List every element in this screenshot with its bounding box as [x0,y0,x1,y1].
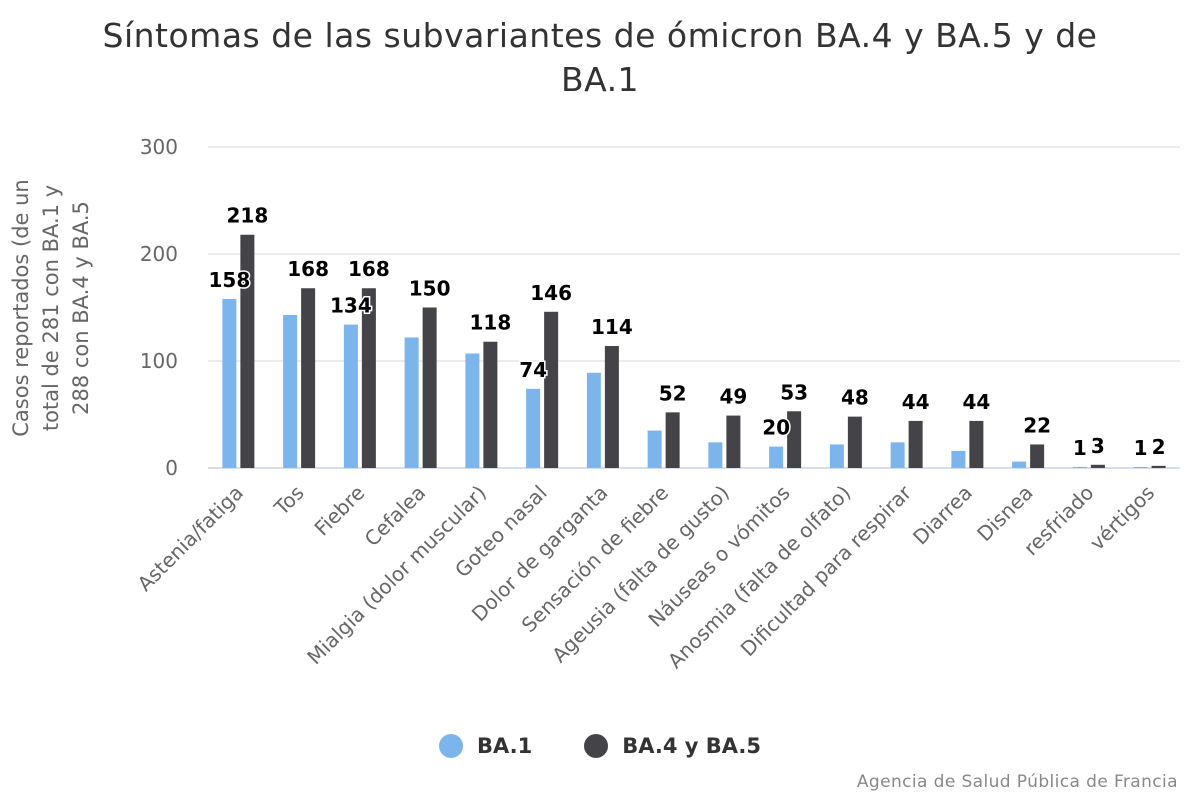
data-label: 114 [591,315,633,339]
bar-ba1[interactable] [1133,466,1148,468]
data-label: 52 [659,381,687,405]
legend-label-ba45: BA.4 y BA.5 [622,734,762,758]
x-tick-label: Fiebre [310,481,370,541]
bar-ba1[interactable] [586,372,601,468]
bar-ba1[interactable] [343,324,358,468]
bar-ba1[interactable] [222,298,237,468]
bar-ba45[interactable] [665,412,680,468]
bar-ba45[interactable] [422,307,437,469]
credit-text[interactable]: Agencia de Salud Pública de Francia [856,772,1178,792]
legend-marker-ba1 [438,734,463,758]
data-label: 168 [287,257,329,281]
bar-ba1[interactable] [829,444,844,468]
bar-ba45[interactable] [969,420,984,468]
data-label: 44 [962,390,990,414]
legend-item-ba1[interactable]: BA.1 [438,734,533,758]
data-label: 53 [780,380,808,404]
bar-ba45[interactable] [908,420,923,468]
y-tick-label: 200 [140,242,178,266]
bar-ba45[interactable] [1151,465,1166,468]
y-tick-label: 300 [140,135,178,159]
y-axis-title: Casos reportados (de un total de 281 con … [9,179,93,436]
data-label: 158 [209,268,251,292]
x-tick-label: Diarrea [908,481,977,550]
data-label: 146 [530,281,572,305]
data-label: 74 [519,358,547,382]
bar-ba1[interactable] [647,430,662,468]
bar-ba1[interactable] [283,314,298,468]
bar-ba45[interactable] [1030,444,1045,468]
data-label: 150 [409,277,451,301]
y-tick-label: 0 [165,456,178,480]
data-label: 22 [1023,413,1051,437]
data-label: 1 [1073,436,1087,460]
bar-ba1[interactable] [1072,466,1087,468]
x-tick-label: Tos [269,481,309,521]
chart-title: Síntomas de las subvariantes de ómicron … [102,16,1098,99]
bar-ba45[interactable] [847,416,862,468]
bar-ba45[interactable] [604,346,619,468]
legend: BA.1 BA.4 y BA.5 [0,728,1200,764]
data-label: 3 [1091,434,1105,458]
bar-ba1[interactable] [769,446,784,468]
data-label: 2 [1152,435,1166,459]
bar-ba1[interactable] [1012,461,1027,468]
data-label: 134 [330,294,372,318]
data-label: 48 [841,386,869,410]
bar-ba45[interactable] [787,411,802,468]
x-tick-label: Astenia/fatiga [133,481,248,596]
y-tick-label: 100 [140,349,178,373]
legend-label-ba1: BA.1 [476,734,533,758]
legend-marker-ba45 [584,734,609,758]
bar-ba1[interactable] [404,337,419,468]
bar-ba1[interactable] [465,353,480,468]
bar-ba45[interactable] [361,288,376,468]
x-tick-label: vértigos [1085,481,1159,555]
bar-ba45[interactable] [301,288,316,468]
bar-ba45[interactable] [544,311,559,468]
bar-ba1[interactable] [890,442,905,468]
bar-ba1[interactable] [708,442,723,468]
legend-item-ba45[interactable]: BA.4 y BA.5 [584,734,761,758]
data-label: 168 [348,257,390,281]
data-label: 44 [902,390,930,414]
bar-ba1[interactable] [526,388,541,468]
bar-ba45[interactable] [1090,464,1105,468]
bar-ba45[interactable] [240,234,255,468]
bar-ba1[interactable] [951,450,966,468]
bar-ba45[interactable] [483,341,498,468]
data-label: 49 [719,385,747,409]
data-label: 118 [470,311,512,335]
data-label: 218 [227,204,269,228]
data-label: 1 [1134,436,1148,460]
bar-ba45[interactable] [726,415,741,468]
data-label: 20 [762,416,790,440]
